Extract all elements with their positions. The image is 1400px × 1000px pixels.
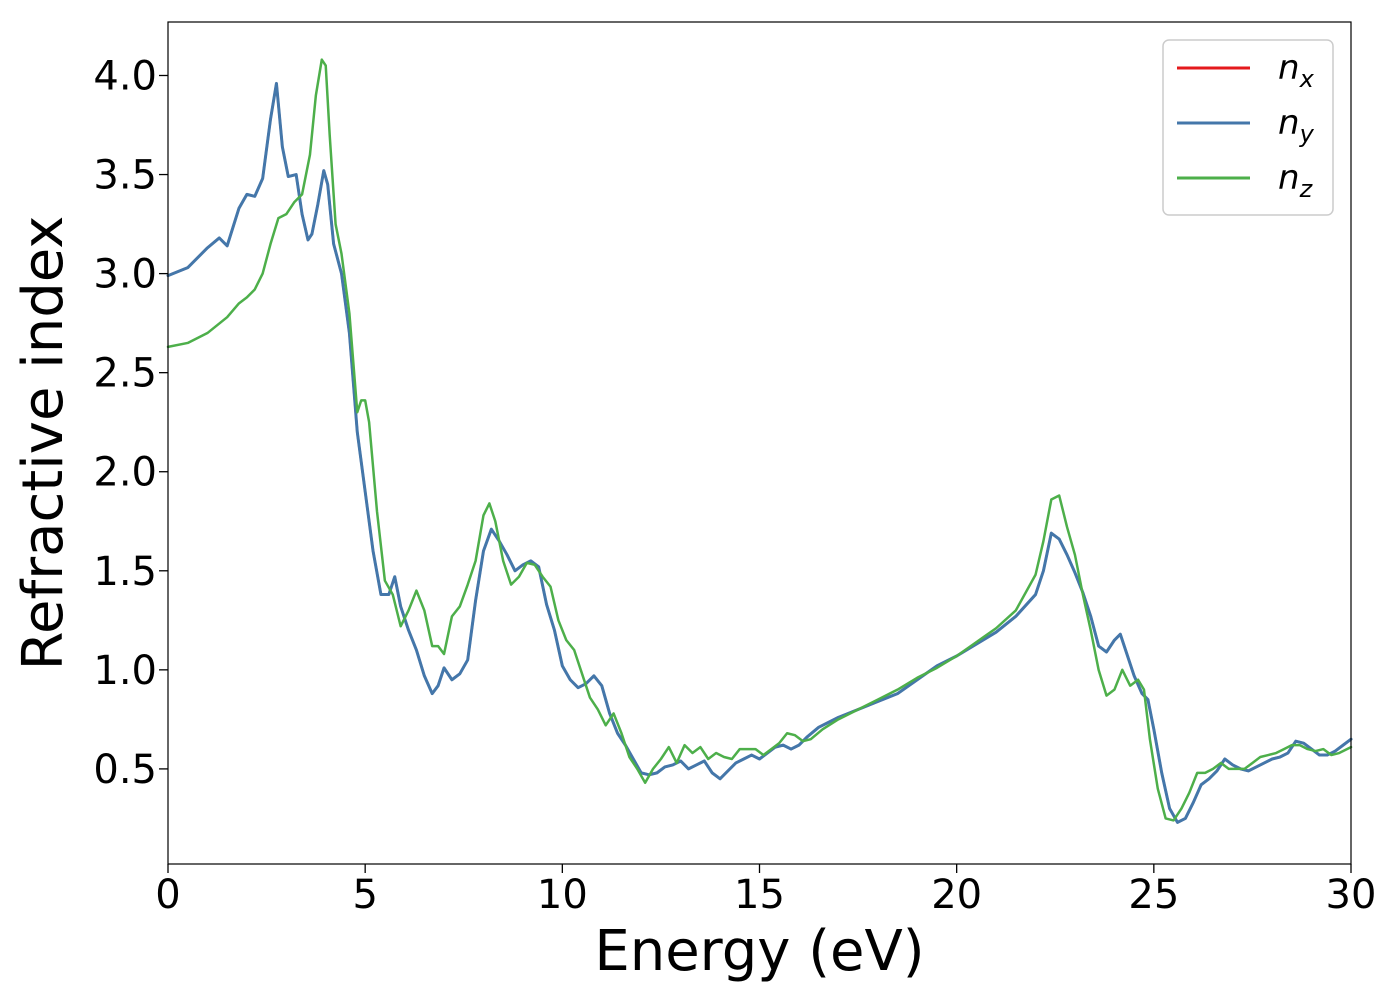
y-tick-label: 2.0 — [93, 450, 157, 496]
legend-label-subscript: z — [1299, 175, 1314, 203]
x-axis-ticks: 0 5 10 15 20 25 30 — [155, 864, 1376, 918]
legend-label-ny: ny — [1278, 103, 1315, 148]
legend-label-nz: nz — [1278, 158, 1314, 203]
x-tick-label: 25 — [1128, 872, 1179, 918]
x-tick-label: 0 — [155, 872, 180, 918]
series-line-nz — [166, 58, 1353, 822]
y-tick-label: 3.0 — [93, 252, 157, 298]
y-tick-label: 1.5 — [93, 549, 157, 595]
series-layer — [166, 58, 1353, 824]
y-axis-ticks: 0.5 1.0 1.5 2.0 2.5 3.0 3.5 4.0 — [93, 53, 168, 793]
legend-label-base: n — [1278, 103, 1300, 143]
x-tick-label: 15 — [734, 872, 785, 918]
y-tick-label: 2.5 — [93, 351, 157, 397]
x-tick-label: 30 — [1326, 872, 1377, 918]
y-tick-label: 4.0 — [93, 53, 157, 99]
legend-label-base: n — [1278, 158, 1300, 198]
x-tick-label: 20 — [931, 872, 982, 918]
legend-label-subscript: x — [1299, 65, 1315, 93]
y-tick-label: 0.5 — [93, 747, 157, 793]
legend-label-subscript: y — [1299, 120, 1315, 148]
x-tick-label: 10 — [537, 872, 588, 918]
legend-label-nx: nx — [1278, 48, 1315, 93]
legend-label-base: n — [1278, 48, 1300, 88]
legend-box — [1162, 39, 1334, 216]
y-axis-title: Refractive index — [11, 216, 76, 671]
x-axis-title: Energy (eV) — [594, 919, 924, 984]
y-tick-label: 1.0 — [93, 648, 157, 694]
y-tick-label: 3.5 — [93, 153, 157, 199]
x-tick-label: 5 — [352, 872, 377, 918]
